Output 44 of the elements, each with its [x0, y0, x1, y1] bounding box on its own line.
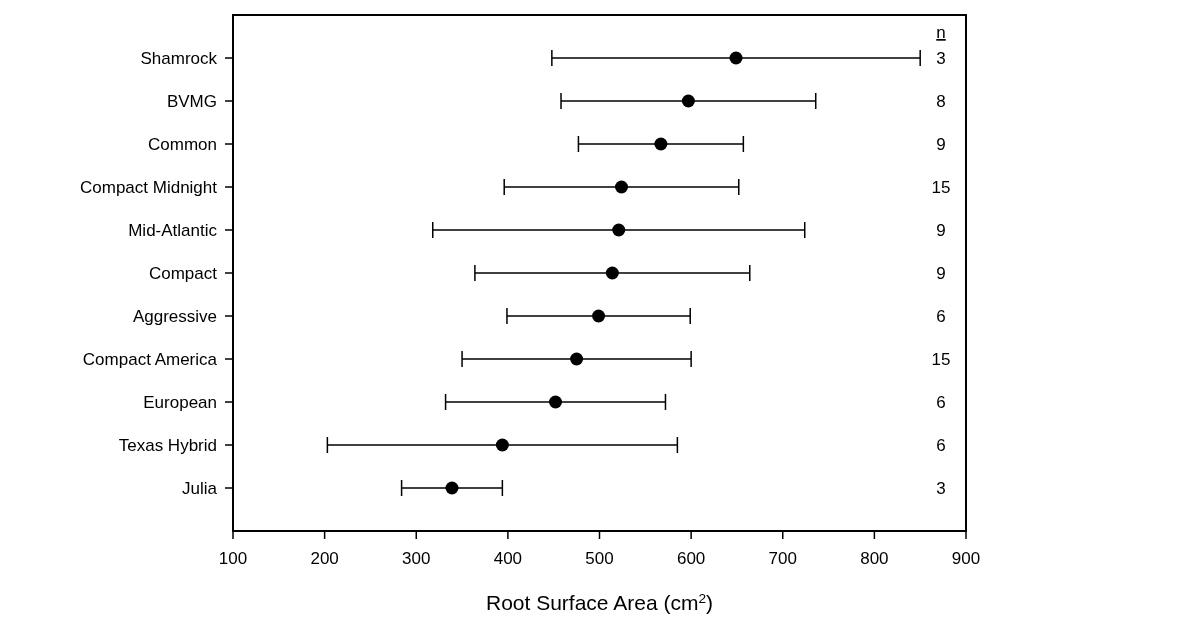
x-tick-label: 700: [768, 549, 797, 568]
x-axis-title: Root Surface Area (cm$^{2}$): [485, 590, 714, 614]
y-tick-label: Compact: [148, 264, 218, 283]
annotation: 3: [936, 479, 946, 498]
point: [681, 94, 695, 108]
y-tick-label: Common: [148, 135, 217, 154]
annotation: 6: [936, 307, 946, 326]
x-tick-label: 400: [493, 549, 523, 568]
annotation: 9: [936, 221, 946, 240]
annotation: 6: [936, 436, 946, 455]
y-tick-label: Aggressive: [132, 307, 217, 326]
point: [605, 266, 619, 280]
x-tick-label: 300: [402, 549, 431, 568]
y-tick-label: Compact America: [82, 350, 218, 369]
annotation: 6: [936, 393, 946, 412]
annotation: 15: [931, 178, 951, 197]
point: [495, 438, 509, 452]
point: [570, 352, 584, 366]
annotation: 3: [936, 49, 946, 68]
x-tick-label: 800: [860, 549, 889, 568]
y-tick-label: Compact Midnight: [79, 178, 218, 197]
x-tick-label: 500: [585, 549, 614, 568]
y-tick-label: Mid-Atlantic: [128, 221, 218, 240]
point: [592, 309, 606, 323]
annotation: 8: [936, 92, 946, 111]
y-tick-label: BVMG: [166, 92, 217, 111]
annotation: 9: [936, 264, 946, 283]
y-tick-label: European: [143, 393, 217, 412]
point: [614, 180, 628, 194]
point: [549, 395, 563, 409]
point: [612, 223, 626, 237]
annotation: 15: [931, 350, 951, 369]
x-tick-label: 100: [218, 549, 248, 568]
annotation: n: [936, 23, 946, 42]
annotation: 9: [936, 135, 946, 154]
point: [445, 481, 459, 495]
y-tick-label: Julia: [182, 479, 218, 498]
point: [729, 51, 743, 65]
y-tick-label: Shamrock: [140, 49, 218, 68]
point: [654, 137, 668, 151]
x-tick-label: 900: [951, 549, 981, 568]
x-tick-label: 600: [676, 549, 706, 568]
y-tick-label: Texas Hybrid: [118, 436, 217, 455]
x-tick-label: 200: [310, 549, 339, 568]
